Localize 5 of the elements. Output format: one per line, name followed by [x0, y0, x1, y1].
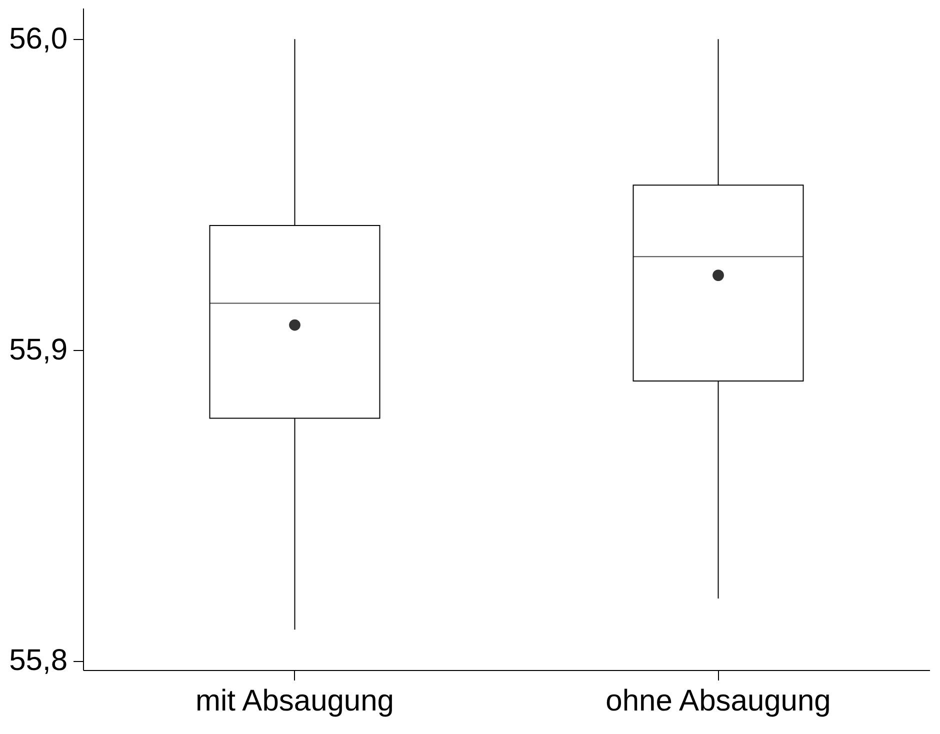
y-tick-label: 55,9	[9, 333, 68, 366]
y-tick-label: 56,0	[9, 22, 68, 56]
x-tick-label: mit Absaugung	[196, 684, 394, 718]
y-tick-label: 55,8	[9, 644, 68, 678]
x-tick-label: ohne Absaugung	[606, 684, 831, 718]
